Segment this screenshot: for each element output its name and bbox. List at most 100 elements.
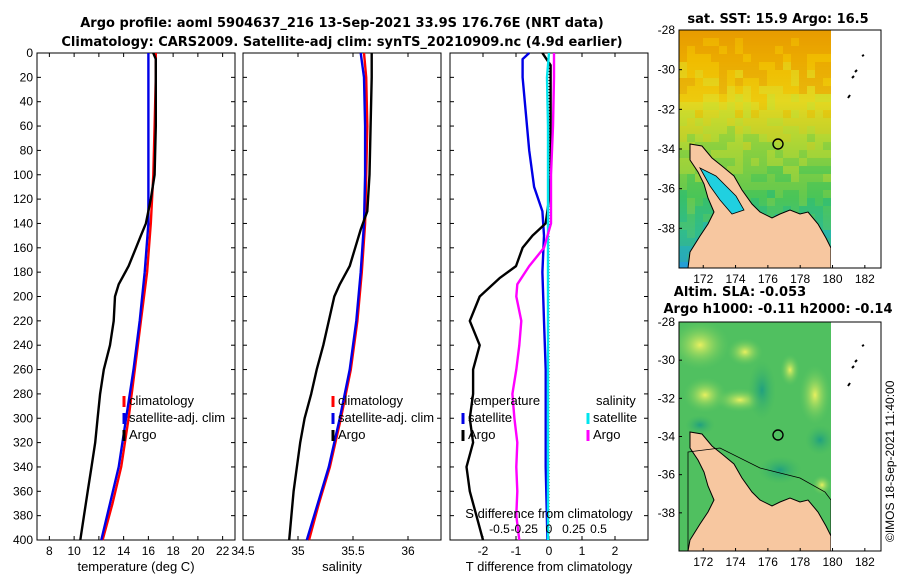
y-tick-label: 180 [13,265,33,279]
legend-label: satellite [468,410,512,425]
x-tick-label: 35.5 [341,544,365,558]
map-y-tick-label: -36 [658,468,676,482]
y-tick-label: 340 [13,460,33,474]
map-x-tick-label: 174 [726,555,746,569]
difference-xlabel: T difference from climatology [466,559,633,574]
y-tick-label: 20 [20,70,34,84]
map-x-tick-label: 178 [790,272,810,286]
sla-field [679,322,831,551]
figure-title-line1: Argo profile: aoml 5904637_216 13-Sep-20… [80,16,604,31]
legend-label: Argo [593,427,620,442]
x-tick-label: -1 [511,544,522,558]
sla-map-subtitle: Argo h1000: -0.11 h2000: -0.14 [663,302,892,317]
map-y-tick-label: -32 [658,102,676,116]
y-tick-label: 320 [13,436,33,450]
map-x-tick-label: 176 [758,272,778,286]
x2-tick-label: 0.25 [562,522,586,536]
x-tick-label: 1 [579,544,586,558]
series-line-argo [288,53,373,541]
series-line-s-satellite [545,52,551,540]
sla-map-title: Altim. SLA: -0.053 [674,285,806,300]
series-line-t-satellite [521,52,549,541]
difference-x2label: S difference from climatology [465,506,633,521]
x-tick-label: 22 [216,544,230,558]
x-tick-label: 10 [67,544,81,558]
y-tick-label: 220 [13,314,33,328]
y-tick-label: 0 [26,46,33,60]
y-tick-label: 400 [13,533,33,547]
temperature-axes [36,52,236,541]
x2-tick-label: -0.25 [511,522,539,536]
legend-label: climatology [338,393,404,408]
x-tick-label: 14 [117,544,131,558]
temperature-xlabel: temperature (deg C) [77,559,194,574]
salinity-axes [242,52,442,541]
legend-label: satellite [593,410,637,425]
y-tick-label: 120 [13,192,33,206]
argo-location-marker [772,429,784,441]
map-x-tick-label: 172 [693,272,713,286]
salinity-profile-panel: 34.5 35 35.5 36 salinity climatology satellite… [231,52,442,574]
y-tick-label: 280 [13,387,33,401]
map-x-tick-label: 172 [693,555,713,569]
map-x-tick-label: 178 [790,555,810,569]
y-tick-label: 240 [13,338,33,352]
map-x-tick-label: 176 [758,555,778,569]
map-y-tick-label: -34 [658,142,676,156]
x2-tick-label: -0.5 [489,522,510,536]
y-tick-label: 60 [20,119,34,133]
y-tick-label: 140 [13,216,33,230]
series-line-satellite-adj-clim [100,53,150,541]
sla-map-panel: Altim. SLA: -0.053 Argo h1000: -0.11 h20… [658,285,893,569]
y-tick-label: 200 [13,290,33,304]
map-y-tick-label: -34 [658,430,676,444]
x-tick-label: 36 [401,544,415,558]
x-tick-label: 12 [92,544,106,558]
salinity-xlabel: salinity [322,559,362,574]
series-line-argo [79,52,158,541]
y-tick-label: 300 [13,411,33,425]
series-line-satellite-adj-clim [305,52,367,541]
legend-label: Argo [338,427,365,442]
legend-label: satellite-adj. clim [338,410,434,425]
x-tick-label: 34.5 [231,544,255,558]
x-tick-label: 35 [291,544,305,558]
map-y-tick-label: -28 [658,23,676,37]
x2-tick-label: 0 [546,522,553,536]
legend-label: climatology [129,393,195,408]
sst-map-title: sat. SST: 15.9 Argo: 16.5 [687,12,868,27]
x-tick-label: 0 [546,544,553,558]
x-tick-label: 20 [191,544,205,558]
map-y-tick-label: -38 [658,221,676,235]
argo-location-marker [772,138,784,150]
map-y-tick-label: -30 [658,63,676,77]
figure-title-line2: Climatology: CARS2009. Satellite-adj cli… [61,35,622,50]
sst-map-panel: sat. SST: 15.9 Argo: 16.5 172 174 176 178 18… [658,12,882,286]
temperature-profile-panel: 0 20 40 60 80 100 120 140 160 180 200 220 240 260 280 3… [13,46,236,574]
map-y-tick-label: -28 [658,315,676,329]
map-x-tick-label: 182 [855,555,875,569]
legend-title-temperature: temperature [470,393,540,408]
map-y-tick-label: -38 [658,506,676,520]
land-north-island [687,431,831,551]
map-x-tick-label: 180 [823,555,843,569]
y-tick-label: 260 [13,363,33,377]
land-north-island [687,143,831,268]
x2-tick-label: 0.5 [590,522,607,536]
map-x-tick-label: 182 [855,272,875,286]
map-y-tick-label: -30 [658,353,676,367]
legend-label: satellite-adj. clim [129,410,225,425]
y-tick-label: 160 [13,241,33,255]
x-tick-label: -2 [478,544,489,558]
legend-label: Argo [468,427,495,442]
legend-label: Argo [129,427,156,442]
map-y-tick-label: -32 [658,391,676,405]
map-x-tick-label: 180 [823,272,843,286]
x-tick-label: 16 [142,544,156,558]
map-y-tick-label: -36 [658,182,676,196]
x-tick-label: 8 [46,544,53,558]
series-line-s-argo [511,53,556,541]
x-tick-label: 18 [166,544,180,558]
map-x-tick-label: 174 [726,272,746,286]
